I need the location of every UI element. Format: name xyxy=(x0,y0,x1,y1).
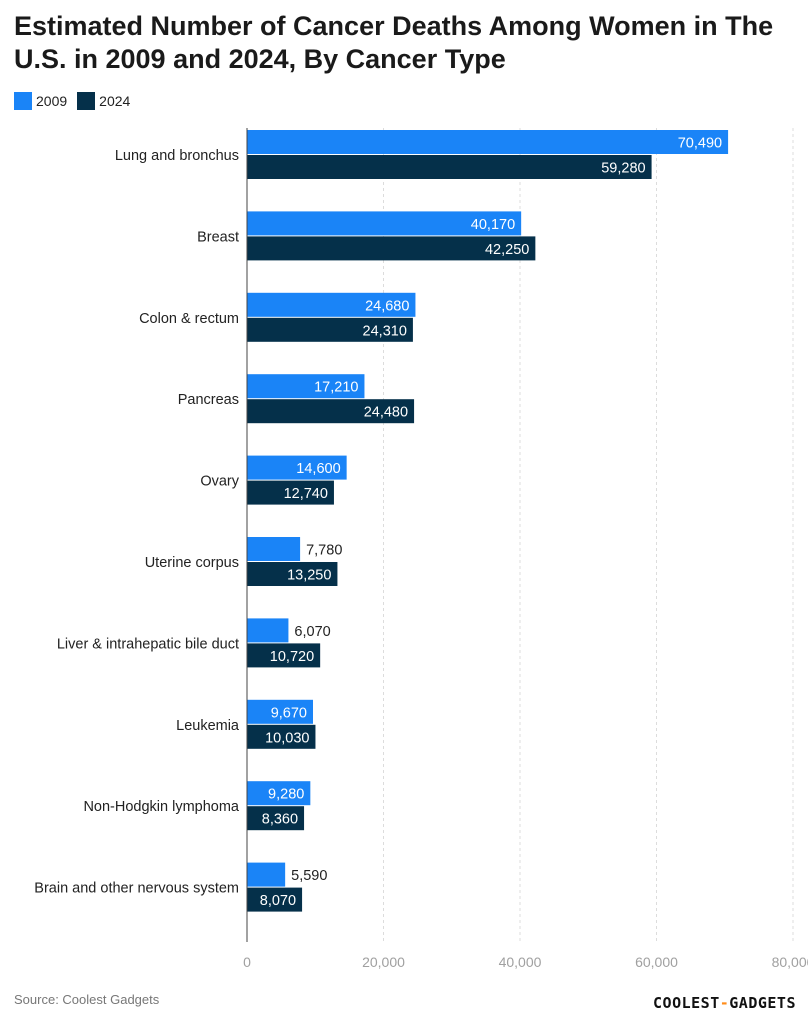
bar-2024 xyxy=(247,155,652,179)
data-label-2009: 7,780 xyxy=(306,543,342,559)
data-label-2009: 24,680 xyxy=(365,298,409,314)
legend-swatch-2009 xyxy=(14,92,32,110)
bar-2009 xyxy=(247,699,313,724)
data-label-2024: 10,720 xyxy=(270,649,314,665)
data-label-2024: 24,480 xyxy=(364,405,408,421)
bar-2009 xyxy=(247,781,311,806)
data-label-2009: 40,170 xyxy=(471,217,515,233)
legend-label-2009: 2009 xyxy=(36,93,68,109)
bar-2024 xyxy=(247,643,321,668)
bar-2009 xyxy=(247,537,301,561)
bar-2009 xyxy=(247,374,365,399)
chart-title: Estimated Number of Cancer Deaths Among … xyxy=(14,11,774,74)
bar-2024 xyxy=(247,887,303,912)
bar-2024 xyxy=(247,806,305,831)
data-label-2024: 42,250 xyxy=(485,242,529,258)
category-label: Uterine corpus xyxy=(145,555,239,571)
bar-2024 xyxy=(247,562,338,586)
category-label: Colon & rectum xyxy=(139,311,239,327)
bar-2024 xyxy=(247,236,536,261)
data-label-2024: 13,250 xyxy=(287,568,331,584)
data-label-2024: 8,070 xyxy=(260,893,296,909)
data-label-2009: 17,210 xyxy=(314,380,358,396)
data-label-2009: 6,070 xyxy=(294,624,330,640)
bar-2024 xyxy=(247,724,316,749)
category-label: Leukemia xyxy=(176,718,240,734)
x-tick-label: 20,000 xyxy=(362,954,405,970)
bar-2024 xyxy=(247,399,415,424)
x-tick-label: 80,000 xyxy=(772,954,808,970)
bar-2009 xyxy=(247,618,289,643)
bar-2009 xyxy=(247,292,416,317)
category-label: Liver & intrahepatic bile duct xyxy=(57,636,239,652)
data-label-2024: 12,740 xyxy=(284,486,328,502)
x-tick-label: 40,000 xyxy=(499,954,542,970)
legend-swatch-2024 xyxy=(77,92,96,110)
data-label-2009: 14,600 xyxy=(296,461,340,477)
bar-2024 xyxy=(247,317,413,342)
category-label: Lung and bronchus xyxy=(115,148,239,164)
bar-2009 xyxy=(247,211,522,236)
x-tick-label: 60,000 xyxy=(635,954,678,970)
x-tick-label: 0 xyxy=(243,954,251,970)
data-label-2009: 70,490 xyxy=(678,136,722,152)
legend-item-2009: 2009 xyxy=(14,92,67,110)
data-label-2024: 59,280 xyxy=(601,161,645,177)
bar-2009 xyxy=(247,862,286,887)
bar-2009 xyxy=(247,455,347,480)
category-label: Ovary xyxy=(200,474,239,490)
source-note: Source: Coolest Gadgets xyxy=(14,992,160,1007)
data-label-2009: 5,590 xyxy=(291,868,327,884)
data-label-2024: 24,310 xyxy=(363,323,407,339)
brand-logo: COOLEST-GADGETS xyxy=(653,994,796,1012)
category-label: Breast xyxy=(197,229,239,245)
bar-2024 xyxy=(247,480,334,505)
legend: 2009 2024 xyxy=(14,92,130,110)
data-label-2009: 9,280 xyxy=(268,787,304,803)
data-label-2024: 10,030 xyxy=(265,730,309,746)
data-label-2024: 8,360 xyxy=(262,812,298,828)
legend-item-2024: 2024 xyxy=(77,92,130,110)
bar-2009 xyxy=(247,130,729,154)
category-label: Non-Hodgkin lymphoma xyxy=(83,799,239,815)
category-label: Brain and other nervous system xyxy=(34,881,239,897)
legend-label-2024: 2024 xyxy=(99,93,131,109)
category-label: Pancreas xyxy=(178,392,239,408)
data-label-2009: 9,670 xyxy=(271,705,307,721)
bar-chart: 0 20,000 40,000 60,000 80,000 Lung and bronch… xyxy=(34,128,808,970)
